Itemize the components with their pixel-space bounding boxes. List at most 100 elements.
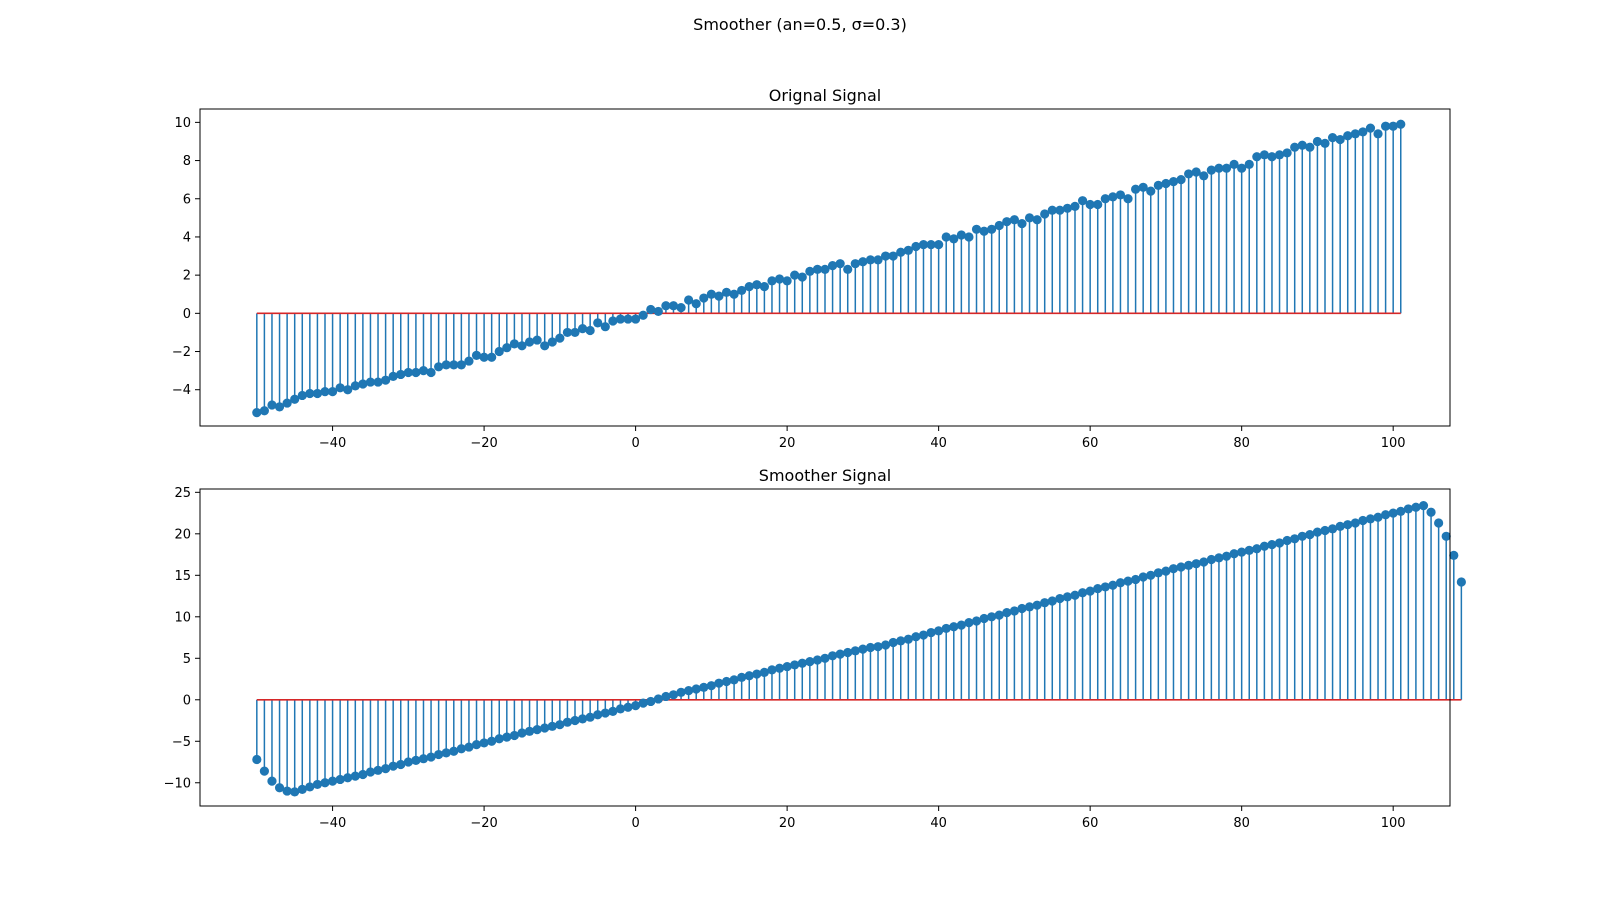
stem-marker	[373, 765, 383, 775]
y-tick-label: −5	[172, 735, 191, 750]
stem-marker	[1221, 551, 1232, 561]
stem-marker	[282, 786, 292, 796]
stem-marker	[941, 232, 951, 242]
stem-marker	[1100, 582, 1110, 592]
x-tick-label: −40	[319, 436, 346, 451]
stem-marker	[926, 239, 936, 250]
stem-marker	[653, 306, 663, 317]
stem-marker	[1252, 544, 1262, 554]
stem-marker	[881, 251, 891, 261]
stem-marker	[1047, 205, 1057, 215]
stem-marker	[827, 260, 838, 271]
stem-marker	[1062, 203, 1073, 213]
stem-marker	[1153, 180, 1163, 190]
stem-marker	[1153, 568, 1163, 578]
stem-marker	[782, 276, 792, 286]
stem-marker	[1146, 186, 1156, 196]
stem-marker	[1085, 586, 1095, 596]
stem-marker	[1093, 199, 1103, 210]
stem-marker	[1388, 508, 1398, 518]
stem-marker	[1108, 192, 1118, 202]
stem-marker	[691, 299, 701, 309]
stem-marker	[805, 657, 815, 667]
stem-marker	[290, 394, 300, 404]
stem-marker	[487, 736, 497, 746]
stem-marker	[1070, 590, 1080, 600]
x-tick-label: 0	[631, 436, 639, 451]
y-tick-label: 10	[174, 610, 191, 625]
stem-marker	[381, 764, 391, 774]
stem-marker	[1396, 506, 1406, 517]
stem-marker	[721, 287, 732, 297]
stem-marker	[646, 304, 656, 315]
stem-marker	[1176, 562, 1186, 572]
stem-marker	[1350, 129, 1360, 139]
stem-marker	[934, 626, 944, 636]
stem-marker	[638, 698, 648, 708]
stem-marker	[1161, 178, 1171, 189]
stem-marker	[684, 686, 694, 696]
stem-marker	[509, 730, 519, 741]
stem-marker	[615, 314, 626, 324]
stem-marker	[979, 613, 989, 624]
stem-marker	[737, 672, 747, 682]
x-tick-label: −20	[470, 816, 497, 831]
stem-marker	[1184, 560, 1194, 570]
stem-marker	[456, 744, 466, 754]
stem-marker	[1176, 175, 1186, 185]
stem-marker	[1206, 554, 1216, 565]
stem-marker	[911, 632, 921, 642]
x-tick-label: 100	[1381, 816, 1406, 831]
stem-marker	[350, 771, 360, 781]
stem-marker	[865, 642, 876, 653]
axes-title: Smoother Signal	[759, 466, 891, 485]
stem-marker	[767, 276, 777, 286]
stem-marker	[1184, 169, 1194, 179]
stem-marker	[1138, 182, 1148, 192]
stem-marker	[827, 651, 838, 661]
stem-marker	[524, 337, 535, 347]
stem-marker	[1191, 559, 1201, 569]
stem-marker	[684, 295, 694, 305]
stem-marker	[888, 637, 898, 648]
stem-marker	[1115, 578, 1126, 588]
stem-marker	[1411, 502, 1421, 512]
stem-marker	[1085, 199, 1095, 210]
stem-marker	[737, 285, 747, 296]
stem-marker	[411, 755, 421, 765]
stem-marker	[1138, 572, 1148, 582]
stem-marker	[267, 400, 277, 410]
stem-marker	[987, 612, 997, 622]
stem-marker	[350, 381, 360, 391]
stem-marker	[532, 335, 542, 345]
stem-marker	[600, 322, 610, 332]
stem-marker	[903, 245, 913, 255]
stem-marker	[297, 390, 307, 401]
axes-frame	[199, 488, 1451, 807]
stem-marker	[1055, 593, 1065, 604]
stem-marker	[577, 324, 588, 334]
y-tick-label: −4	[172, 383, 191, 398]
stem-marker	[668, 301, 679, 311]
stem-marker	[896, 636, 906, 646]
x-tick-label: 100	[1381, 436, 1406, 451]
stem-marker	[805, 266, 815, 276]
y-tick-label: 5	[183, 652, 191, 667]
stem-marker	[706, 681, 716, 691]
stem-marker	[1312, 527, 1323, 537]
stem-marker	[555, 333, 565, 343]
stem-marker	[918, 239, 929, 250]
stem-marker	[335, 383, 345, 393]
stem-marker	[577, 714, 588, 724]
stem-marker	[343, 773, 353, 783]
stem-marker	[729, 675, 739, 685]
x-tick-label: −20	[470, 436, 497, 451]
stem-marker	[1290, 142, 1300, 152]
stem-marker	[949, 234, 959, 244]
stem-marker	[850, 646, 860, 656]
stem-marker	[1388, 121, 1398, 131]
stem-marker	[623, 702, 633, 712]
stem-marker	[699, 293, 709, 303]
stem-marker	[676, 303, 686, 313]
stem-marker	[653, 694, 663, 704]
